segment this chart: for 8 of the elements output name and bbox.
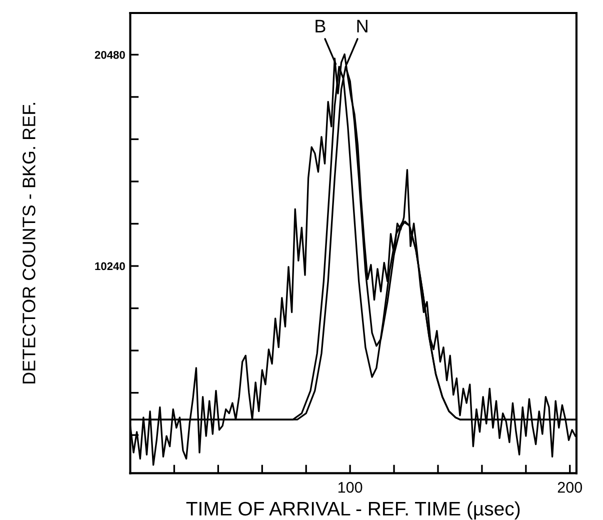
y-axis-title: DETECTOR COUNTS - BKG. REF. xyxy=(22,102,36,384)
x-tick-label: 200 xyxy=(558,482,582,493)
annotation: B xyxy=(316,20,326,32)
y-tick-label: 10240 xyxy=(95,262,125,270)
x-axis-title: TIME OF ARRIVAL - REF. TIME (µsec) xyxy=(186,501,520,520)
x-tick-label: 100 xyxy=(338,482,362,493)
y-tick-label: 20480 xyxy=(94,50,125,59)
annotation: N xyxy=(357,20,368,32)
